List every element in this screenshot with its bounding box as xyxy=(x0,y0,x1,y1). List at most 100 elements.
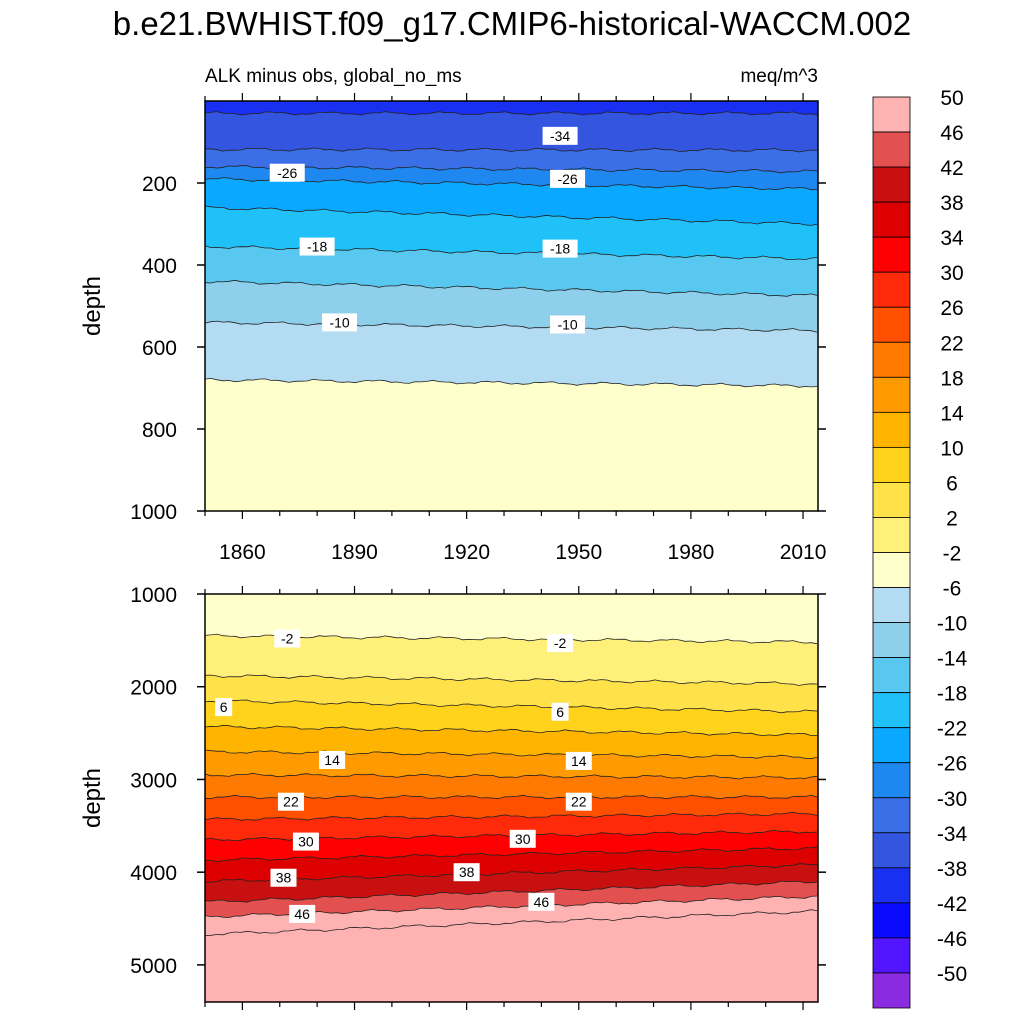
colorbar-segment xyxy=(872,306,911,343)
upper-y-tick-label: 200 xyxy=(142,173,177,196)
lower-contour-label: 30 xyxy=(298,834,314,850)
upper-contour-line xyxy=(205,205,818,226)
upper-y-tick-label: 400 xyxy=(142,255,177,278)
colorbar-segment xyxy=(872,96,911,133)
upper-contour-label-box xyxy=(322,313,358,332)
upper-contour-line xyxy=(205,111,818,116)
colorbar-label: -18 xyxy=(937,683,967,706)
colorbar-label: 46 xyxy=(940,122,963,145)
colorbar-label: -50 xyxy=(937,963,967,986)
lower-contour-label-box xyxy=(551,702,569,721)
colorbar-segment xyxy=(872,727,911,764)
colorbar-segment xyxy=(872,236,911,273)
lower-contour-line xyxy=(205,749,818,760)
lower-contour-line xyxy=(205,909,818,936)
lower-contour-label-box xyxy=(277,792,304,811)
colorbar-label: 6 xyxy=(946,472,958,495)
upper-x-tick-label: 1920 xyxy=(443,541,490,564)
upper-contour-label: -34 xyxy=(550,128,570,144)
colorbar-segment xyxy=(872,166,911,203)
upper-contour-label: -26 xyxy=(277,165,297,181)
upper-y-tick-label: 600 xyxy=(142,337,177,360)
lower-contour-line xyxy=(205,811,818,821)
lower-contour-label: 6 xyxy=(220,699,228,715)
lower-y-axis-label: depth xyxy=(79,768,106,828)
lower-plot-frame xyxy=(204,593,819,1003)
lower-contour-label: 46 xyxy=(534,894,550,910)
upper-contour-line xyxy=(205,165,818,174)
upper-contour-label: -10 xyxy=(329,314,349,330)
colorbar-label: 50 xyxy=(940,87,963,110)
upper-fill-band xyxy=(205,378,818,511)
lower-y-tick-label: 4000 xyxy=(130,862,177,885)
upper-plot-frame xyxy=(204,100,819,512)
upper-x-tick-label: 1890 xyxy=(331,541,378,564)
colorbar-label: 42 xyxy=(940,157,963,180)
colorbar-label: -2 xyxy=(943,543,962,566)
lower-contour-label: 38 xyxy=(459,864,475,880)
upper-contour-label: -26 xyxy=(557,171,577,187)
colorbar-segment xyxy=(872,587,911,623)
lower-contour-line xyxy=(205,724,818,737)
lower-contour-label-box xyxy=(565,792,592,811)
colorbar-label: 2 xyxy=(946,508,958,531)
colorbar: 50 46 42 38 34 30 26 22 18 14 10 6 2 -2 -6 -10 -14 -18 -22… xyxy=(872,87,968,1009)
lower-contour-line xyxy=(205,863,818,883)
lower-contour-line xyxy=(205,846,818,863)
upper-contour-line xyxy=(205,320,818,333)
upper-x-tick-label: 2010 xyxy=(780,541,827,564)
lower-y-tick-label: 1000 xyxy=(130,584,177,607)
upper-contour-line xyxy=(205,377,818,388)
lower-contour-label-box xyxy=(453,863,480,882)
upper-contour-line xyxy=(205,177,818,191)
upper-y-axis-label: depth xyxy=(79,276,106,336)
lower-contour-line xyxy=(205,699,818,714)
upper-contour-label: -18 xyxy=(307,239,327,255)
colorbar-label: 26 xyxy=(940,297,963,320)
upper-y-tick-label: 1000 xyxy=(130,501,177,524)
lower-panel: -2 -2 6 6 14 14 22 22 30 30 38 38 46 46 1000 2000 3000 4… xyxy=(79,584,826,1010)
colorbar-label: 22 xyxy=(940,332,963,355)
lower-contour-label: 14 xyxy=(571,753,587,769)
colorbar-label: -14 xyxy=(937,648,968,671)
colorbar-label: -34 xyxy=(937,823,968,846)
upper-contour-line xyxy=(205,279,818,297)
colorbar-segment xyxy=(872,622,911,659)
upper-y-tick-label: 800 xyxy=(142,419,177,442)
colorbar-segment xyxy=(872,867,911,904)
upper-panel: -34 -26 -26 -18 -18 -10 -10 200 400 600 800 1000 18… xyxy=(79,93,826,564)
lower-y-tick-label: 2000 xyxy=(130,677,177,700)
colorbar-segment xyxy=(872,762,911,799)
upper-contour-label-box xyxy=(269,163,305,182)
lower-contour-label-box xyxy=(565,751,592,770)
colorbar-label: 38 xyxy=(940,192,963,215)
lower-contour-label-box xyxy=(274,629,301,648)
lower-contour-label: 22 xyxy=(571,794,587,810)
colorbar-segment xyxy=(872,411,911,448)
colorbar-segment xyxy=(872,937,911,974)
lower-fill-band xyxy=(205,909,818,1002)
colorbar-segment xyxy=(872,446,911,483)
chart-units: meq/m^3 xyxy=(740,66,818,87)
upper-x-tick-label: 1950 xyxy=(555,541,602,564)
lower-contour-label: 6 xyxy=(556,704,564,720)
colorbar-segment xyxy=(872,201,911,238)
colorbar-segment xyxy=(872,692,911,729)
lower-contour-line xyxy=(205,633,818,645)
colorbar-label: 18 xyxy=(940,367,963,390)
colorbar-label: -10 xyxy=(937,613,967,636)
colorbar-label: -30 xyxy=(937,788,967,811)
lower-contour-label-box xyxy=(215,698,233,717)
colorbar-label: -38 xyxy=(937,858,967,881)
colorbar-label: -46 xyxy=(937,928,967,951)
colorbar-segment xyxy=(872,131,911,168)
lower-contour-label-box xyxy=(528,892,555,911)
lower-contour-label-box xyxy=(547,634,574,653)
colorbar-segment xyxy=(872,341,911,378)
colorbar-segment xyxy=(872,902,911,939)
colorbar-label: 30 xyxy=(940,262,963,285)
lower-contour-line xyxy=(205,674,818,686)
colorbar-label: -22 xyxy=(937,718,967,741)
colorbar-segment xyxy=(872,482,911,518)
